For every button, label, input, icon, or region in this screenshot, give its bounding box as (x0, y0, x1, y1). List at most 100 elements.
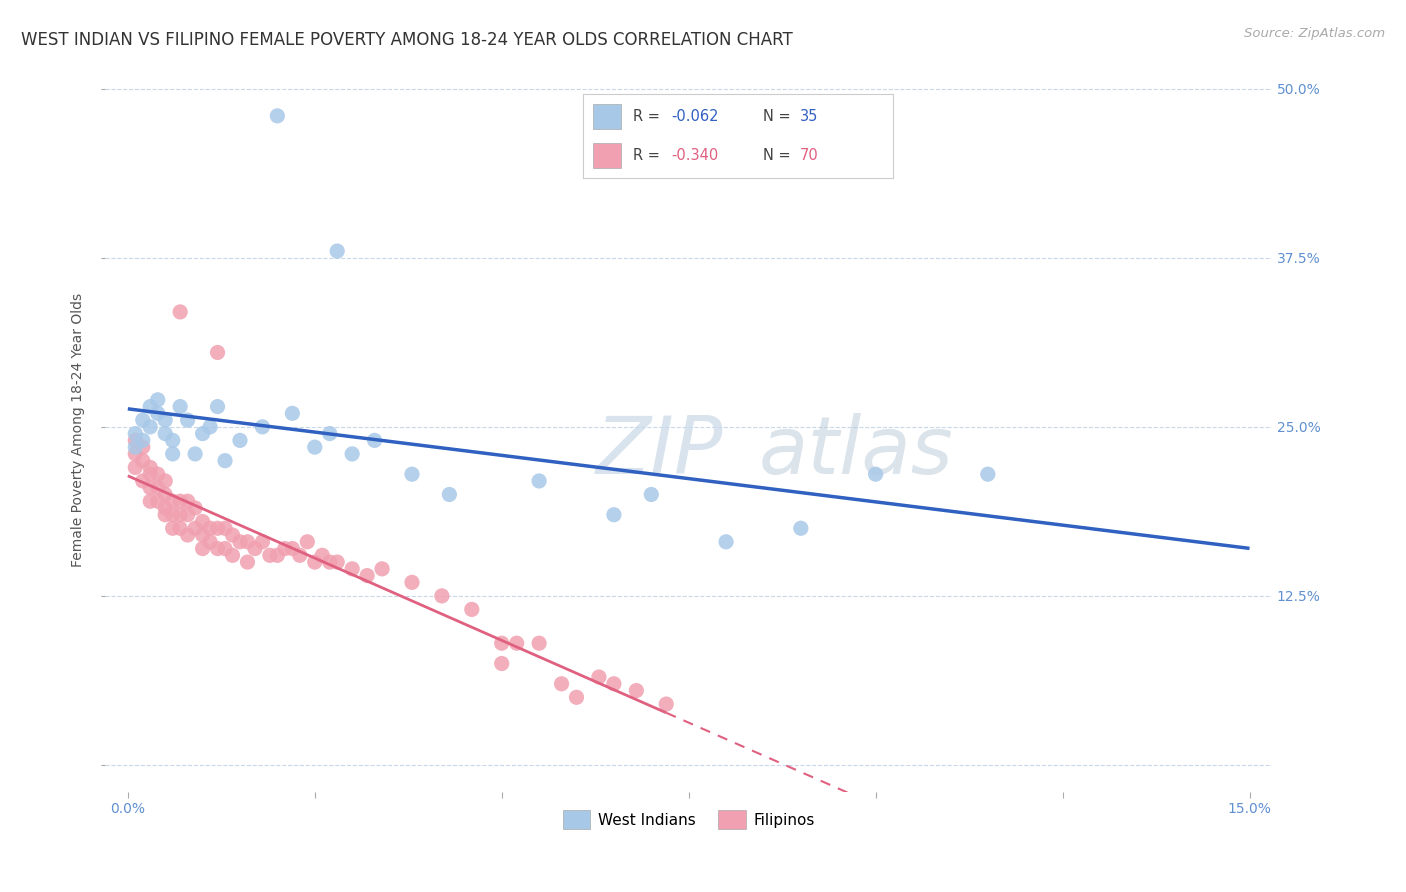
Point (207, 400, 229, 414)
Point (977, 467, 1000, 482)
Point (363, 434, 385, 448)
Point (162, 508, 184, 522)
Text: 70: 70 (800, 148, 818, 163)
Point (304, 555, 326, 569)
Point (169, 508, 191, 522)
Text: R =: R = (633, 109, 665, 124)
Point (132, 453, 155, 467)
Point (401, 575, 423, 590)
Point (124, 434, 146, 448)
Point (603, 677, 626, 691)
Point (198, 420, 221, 434)
Point (252, 420, 274, 434)
Point (207, 521, 229, 535)
Point (527, 636, 550, 650)
Point (139, 400, 162, 414)
Point (565, 690, 588, 705)
Text: ZIP: ZIP (595, 413, 723, 491)
Point (603, 508, 626, 522)
Point (198, 534, 221, 549)
Point (184, 500, 207, 515)
Point (124, 447, 146, 461)
Point (214, 541, 236, 556)
Point (236, 534, 259, 549)
Point (640, 487, 662, 501)
Point (319, 426, 342, 441)
Point (184, 521, 207, 535)
Point (139, 481, 162, 495)
Point (162, 447, 184, 461)
Point (221, 528, 243, 542)
Point (371, 562, 394, 576)
Point (198, 521, 221, 535)
Text: -0.340: -0.340 (672, 148, 718, 163)
Point (229, 534, 252, 549)
Text: Source: ZipAtlas.com: Source: ZipAtlas.com (1244, 27, 1385, 40)
Point (401, 467, 423, 482)
Point (297, 534, 319, 549)
Point (191, 528, 214, 542)
Point (124, 440, 146, 454)
Point (146, 494, 169, 508)
Text: N =: N = (763, 109, 796, 124)
Point (153, 500, 176, 515)
Point (259, 549, 281, 563)
Point (326, 555, 349, 569)
Point (153, 426, 176, 441)
Point (162, 434, 184, 448)
Point (132, 413, 155, 427)
Point (139, 467, 162, 482)
Point (527, 474, 550, 488)
Point (304, 440, 326, 454)
Point (132, 474, 155, 488)
Text: atlas: atlas (759, 413, 953, 491)
Point (139, 494, 162, 508)
Point (236, 555, 259, 569)
Text: 35: 35 (800, 109, 818, 124)
Point (153, 413, 176, 427)
Point (319, 555, 342, 569)
Point (176, 413, 198, 427)
Point (132, 440, 155, 454)
Point (865, 467, 887, 482)
Point (153, 487, 176, 501)
Point (505, 636, 527, 650)
Point (439, 487, 461, 501)
Point (550, 677, 572, 691)
Point (714, 534, 737, 549)
Point (655, 697, 678, 711)
Text: R =: R = (633, 148, 665, 163)
Point (146, 392, 169, 407)
Point (252, 534, 274, 549)
Point (356, 568, 378, 582)
Point (162, 494, 184, 508)
Point (340, 562, 363, 576)
Point (191, 541, 214, 556)
Point (266, 549, 288, 563)
Point (191, 426, 214, 441)
Point (281, 406, 304, 420)
Point (491, 657, 513, 671)
Point (229, 434, 252, 448)
Point (461, 602, 484, 616)
Text: N =: N = (763, 148, 796, 163)
FancyBboxPatch shape (593, 143, 620, 169)
Point (153, 508, 176, 522)
Text: WEST INDIAN VS FILIPINO FEMALE POVERTY AMONG 18-24 YEAR OLDS CORRELATION CHART: WEST INDIAN VS FILIPINO FEMALE POVERTY A… (21, 31, 793, 49)
Point (146, 467, 169, 482)
Legend: West Indians, Filipinos: West Indians, Filipinos (557, 804, 821, 835)
Point (214, 453, 236, 467)
Point (176, 528, 198, 542)
Point (221, 549, 243, 563)
Point (124, 426, 146, 441)
Point (491, 636, 513, 650)
Point (169, 494, 191, 508)
Point (176, 494, 198, 508)
Point (326, 244, 349, 258)
Point (243, 541, 266, 556)
Point (214, 521, 236, 535)
Point (146, 481, 169, 495)
Point (124, 460, 146, 475)
Point (207, 541, 229, 556)
Point (146, 406, 169, 420)
